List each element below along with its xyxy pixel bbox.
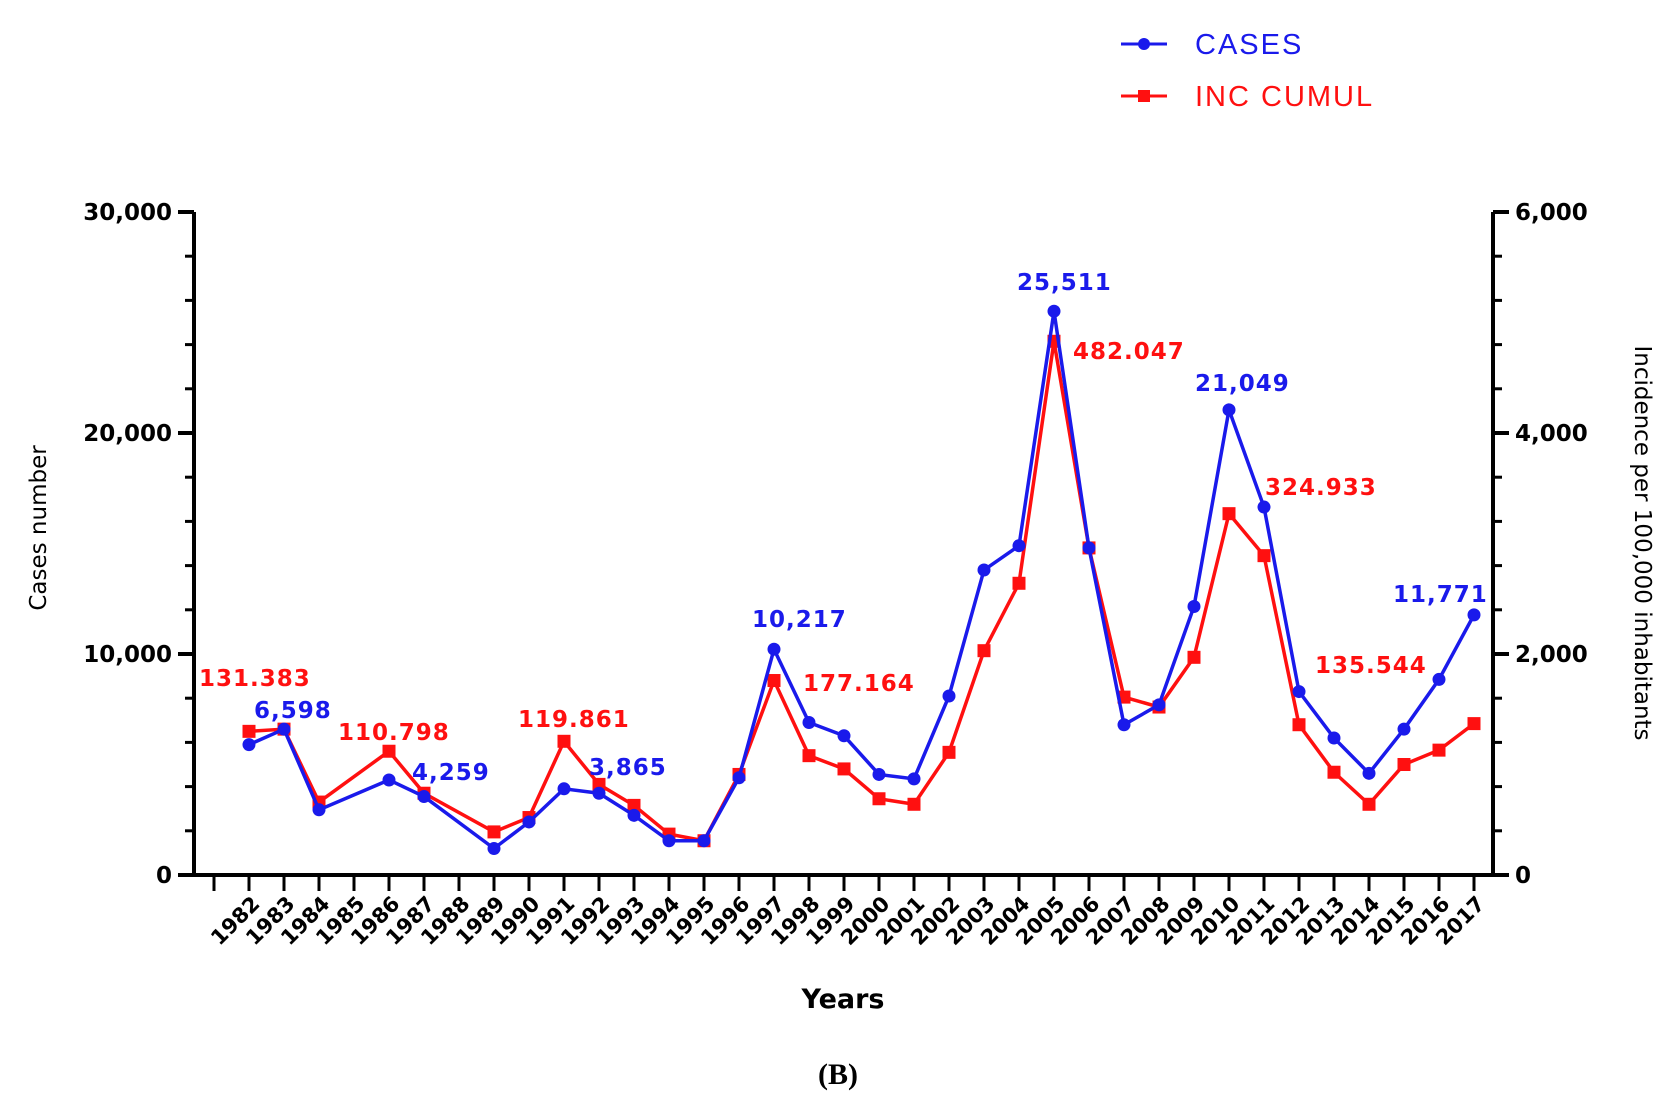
point-cases bbox=[1292, 685, 1306, 699]
point-cases bbox=[697, 834, 711, 848]
ticks bbox=[178, 210, 1509, 891]
data-label: 482.047 bbox=[1073, 339, 1185, 365]
point-inc-cumul bbox=[1257, 549, 1271, 563]
series-line-cases bbox=[248, 310, 1476, 851]
point-cases bbox=[1047, 304, 1061, 318]
point-inc-cumul bbox=[382, 744, 396, 758]
data-label: 110.798 bbox=[338, 720, 450, 746]
point-cases bbox=[1152, 698, 1166, 712]
point-cases bbox=[1082, 541, 1096, 555]
point-inc-cumul bbox=[1467, 717, 1481, 731]
y-right-tick-label: 6,000 bbox=[1515, 200, 1588, 226]
point-cases bbox=[1222, 403, 1236, 417]
y-left-tick-label: 10,000 bbox=[83, 642, 172, 668]
point-cases bbox=[592, 786, 606, 800]
series-line-inc-cumul bbox=[248, 340, 1476, 843]
point-cases bbox=[1012, 539, 1026, 553]
point-cases bbox=[732, 771, 746, 785]
point-inc-cumul bbox=[942, 745, 956, 759]
point-cases bbox=[557, 782, 571, 796]
data-label: 11,771 bbox=[1393, 582, 1488, 608]
point-cases bbox=[767, 642, 781, 656]
point-inc-cumul bbox=[872, 792, 886, 806]
series bbox=[242, 304, 1481, 855]
point-cases bbox=[1187, 599, 1201, 613]
point-cases bbox=[942, 689, 956, 703]
point-inc-cumul bbox=[1327, 765, 1341, 779]
point-cases bbox=[242, 738, 256, 752]
point-inc-cumul bbox=[767, 674, 781, 688]
point-inc-cumul bbox=[907, 797, 921, 811]
legend-inc-label: INC CUMUL bbox=[1195, 81, 1374, 113]
point-cases bbox=[312, 803, 326, 817]
data-label: 4,259 bbox=[412, 760, 490, 786]
point-cases bbox=[277, 722, 291, 736]
data-label: 3,865 bbox=[589, 755, 667, 781]
legend-inc-marker bbox=[1138, 90, 1150, 102]
point-inc-cumul bbox=[557, 734, 571, 748]
data-label: 6,598 bbox=[254, 698, 332, 724]
point-cases bbox=[487, 841, 501, 855]
point-cases bbox=[1467, 608, 1481, 622]
point-cases bbox=[382, 773, 396, 787]
point-inc-cumul bbox=[627, 798, 641, 812]
point-cases bbox=[1327, 731, 1341, 745]
point-cases bbox=[1257, 500, 1271, 514]
point-cases bbox=[417, 790, 431, 804]
data-label: 21,049 bbox=[1195, 371, 1290, 397]
point-inc-cumul bbox=[242, 724, 256, 738]
point-inc-cumul bbox=[837, 762, 851, 776]
point-inc-cumul bbox=[802, 749, 816, 763]
data-label: 324.933 bbox=[1265, 475, 1377, 501]
y-right-tick-label: 2,000 bbox=[1515, 642, 1588, 668]
y-right-tick-label: 0 bbox=[1515, 863, 1531, 889]
point-cases bbox=[872, 767, 886, 781]
point-cases bbox=[1432, 672, 1446, 686]
point-cases bbox=[522, 815, 536, 829]
tick-labels: 010,00020,00030,00002,0004,0006,00019821… bbox=[83, 200, 1588, 950]
data-label: 177.164 bbox=[803, 671, 915, 697]
y-axis-right-title: Incidence per 100,000 inhabitants bbox=[1629, 345, 1655, 740]
point-inc-cumul bbox=[1222, 507, 1236, 521]
legend: CASES INC CUMUL bbox=[1121, 29, 1374, 113]
point-cases bbox=[1117, 718, 1131, 732]
point-inc-cumul bbox=[1432, 743, 1446, 757]
legend-cases-marker bbox=[1138, 38, 1150, 50]
panel-label: (B) bbox=[818, 1058, 858, 1091]
point-cases bbox=[837, 729, 851, 743]
point-cases bbox=[977, 563, 991, 577]
point-inc-cumul bbox=[1397, 758, 1411, 771]
data-label: 10,217 bbox=[752, 607, 847, 633]
data-label: 25,511 bbox=[1017, 270, 1112, 296]
legend-cases-label: CASES bbox=[1195, 29, 1303, 61]
point-inc-cumul bbox=[977, 644, 991, 658]
point-cases bbox=[627, 808, 641, 822]
point-cases bbox=[1397, 722, 1411, 736]
point-inc-cumul bbox=[1362, 797, 1376, 811]
y-left-tick-label: 0 bbox=[156, 863, 172, 889]
data-label: 135.544 bbox=[1315, 653, 1427, 679]
y-left-tick-label: 30,000 bbox=[83, 200, 172, 226]
data-label: 131.383 bbox=[199, 666, 311, 692]
point-cases bbox=[802, 716, 816, 730]
point-inc-cumul bbox=[487, 825, 501, 839]
point-inc-cumul bbox=[1012, 576, 1026, 590]
point-cases bbox=[662, 834, 676, 848]
point-cases bbox=[1362, 766, 1376, 780]
x-axis-title: Years bbox=[801, 984, 885, 1015]
point-cases bbox=[907, 772, 921, 786]
data-label: 119.861 bbox=[518, 707, 630, 733]
point-inc-cumul bbox=[1187, 650, 1201, 664]
point-inc-cumul bbox=[1292, 718, 1306, 732]
y-axis-left-title: Cases number bbox=[26, 445, 52, 611]
y-left-tick-label: 20,000 bbox=[83, 421, 172, 447]
y-right-tick-label: 4,000 bbox=[1515, 421, 1588, 447]
